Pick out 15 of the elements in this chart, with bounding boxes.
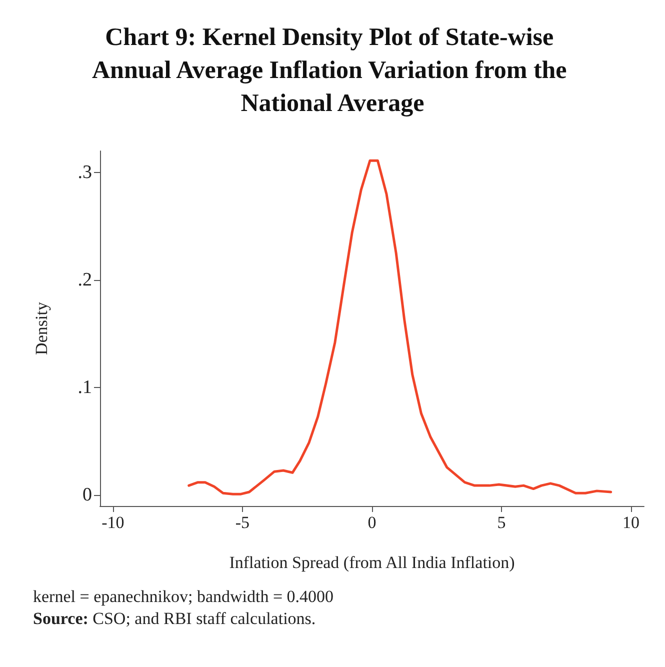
- x-tick-label: -10: [102, 513, 124, 532]
- y-tick-label: .3: [78, 162, 92, 184]
- text: kernel = epanechnikov; bandwidth = 0.4000: [33, 587, 334, 606]
- y-tick-label: .2: [78, 270, 92, 291]
- x-tick-label: 0: [368, 513, 376, 532]
- y-tick-label: 0: [82, 484, 92, 506]
- y-tick-label: .1: [78, 377, 92, 398]
- x-tick-label: 10: [622, 513, 640, 532]
- x-tick-label: 5: [497, 513, 506, 532]
- chart-title: Chart 9: Kernel Density Plot of State-wise Annual Average Inflation Variation from the National Average: [92, 24, 574, 117]
- x-tick-label: -5: [235, 513, 250, 532]
- line-series: [188, 159, 612, 496]
- source-note: Source: CSO; and RBI staff calculations.: [33, 609, 316, 628]
- y-axis-title: Density: [32, 302, 51, 355]
- x-axis-title: Inflation Spread (from All India Inflation): [229, 553, 515, 572]
